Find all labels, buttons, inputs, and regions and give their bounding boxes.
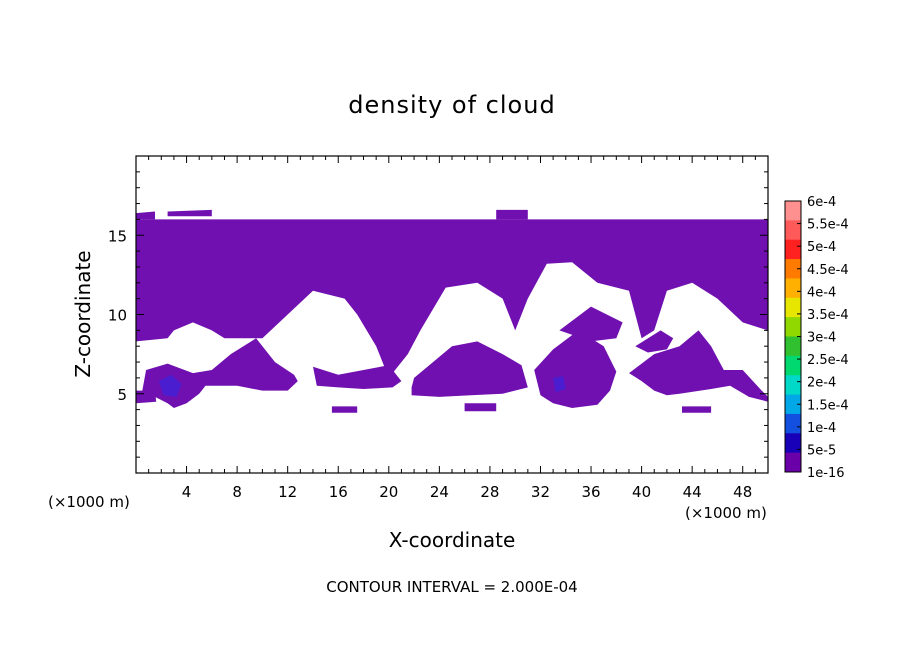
colorbar-label: 3e-4 [807,331,836,346]
x-tick-label: 8 [232,483,242,501]
y-tick-label: 10 [108,307,127,325]
colorbar-label: 5.5e-4 [807,218,849,233]
colorbar-label: 4.5e-4 [807,263,849,278]
contour-region-cloud-patch-low-2 [464,403,497,412]
colorbar-label: 4e-4 [807,285,836,300]
contour-region-cloud-top-fringe-3 [496,209,528,220]
colorbar-label: 5e-5 [807,443,836,458]
contour-region-cloud-patch-low-1 [331,406,358,413]
colorbar-swatch [785,220,801,241]
chart-title: density of cloud [348,91,555,119]
colorbar-label: 3.5e-4 [807,308,849,323]
colorbar-label: 2.5e-4 [807,353,849,368]
contour-region-cloud-center-right [534,330,617,408]
contour-region-cloud-right [629,330,768,402]
contour-region-cloud-left-edge [136,390,157,404]
colorbar-swatch [785,355,801,376]
colorbar-swatch [785,433,801,454]
contour-region-cloud-small-right-1 [559,306,623,342]
x-tick-label: 12 [278,483,297,501]
x-tick-label: 36 [581,483,600,501]
colorbar-swatch [785,278,801,299]
x-unit-label-left: (×1000 m) [48,493,130,511]
colorbar-swatch [785,452,801,473]
contour-region-cloud-center-left [313,365,402,389]
colorbar-label: 2e-4 [807,376,836,391]
colorbar-label: 1.5e-4 [807,398,849,413]
x-axis: 4 8 12 16 20 24 28 32 36 40 44 48 [148,156,756,501]
contour-region-main-cloud-band [136,219,768,378]
x-tick-label: 16 [329,483,348,501]
colorbar-swatch [785,394,801,415]
colorbar-swatch [785,336,801,357]
x-tick-label: 4 [182,483,192,501]
contour-region-cloud-patch-low-3 [682,406,712,413]
x-tick-label: 32 [531,483,550,501]
contour-region-cloud-lower-left [142,338,298,408]
contour-region-dense-spot-2 [553,376,566,393]
colorbar-swatch [785,317,801,337]
colorbar-swatch [785,259,801,279]
x-tick-label: 20 [379,483,398,501]
colorbar-label: 1e-4 [807,421,836,436]
y-axis: 5 10 15 [108,171,768,458]
colorbar-swatch [785,239,801,260]
colorbar-label: 5e-4 [807,240,836,255]
contour-region-cloud-top-fringe-1 [136,211,155,220]
colorbar-swatch [785,375,801,396]
contour-fill-layer [136,209,768,413]
colorbar-swatch [785,413,801,434]
contour-region-dense-spot-1 [158,374,182,397]
x-tick-label: 48 [733,483,752,501]
contour-region-cloud-top-fringe-2 [167,209,212,217]
colorbar-label: 1e-16 [807,466,845,481]
x-tick-label: 44 [683,483,702,501]
colorbar-swatch [785,201,801,221]
x-tick-label: 40 [632,483,651,501]
x-tick-label: 24 [430,483,449,501]
colorbar: 6e-4 5.5e-4 5e-4 4.5e-4 4e-4 3.5e-4 3e-4 2.5e-4… [784,195,849,481]
x-axis-label: X-coordinate [389,528,516,552]
y-tick-label: 15 [108,227,127,245]
y-axis-label: Z-coordinate [71,250,95,377]
y-tick-label: 5 [117,386,127,404]
contour-region-cloud-small-right-2 [635,330,674,353]
colorbar-label: 6e-4 [807,195,836,210]
contour-interval-note: CONTOUR INTERVAL = 2.000E-04 [326,578,577,596]
colorbar-swatch [785,297,801,318]
x-unit-label-right: (×1000 m) [685,504,767,522]
x-tick-label: 28 [480,483,499,501]
contour-region-cloud-center [411,341,528,397]
